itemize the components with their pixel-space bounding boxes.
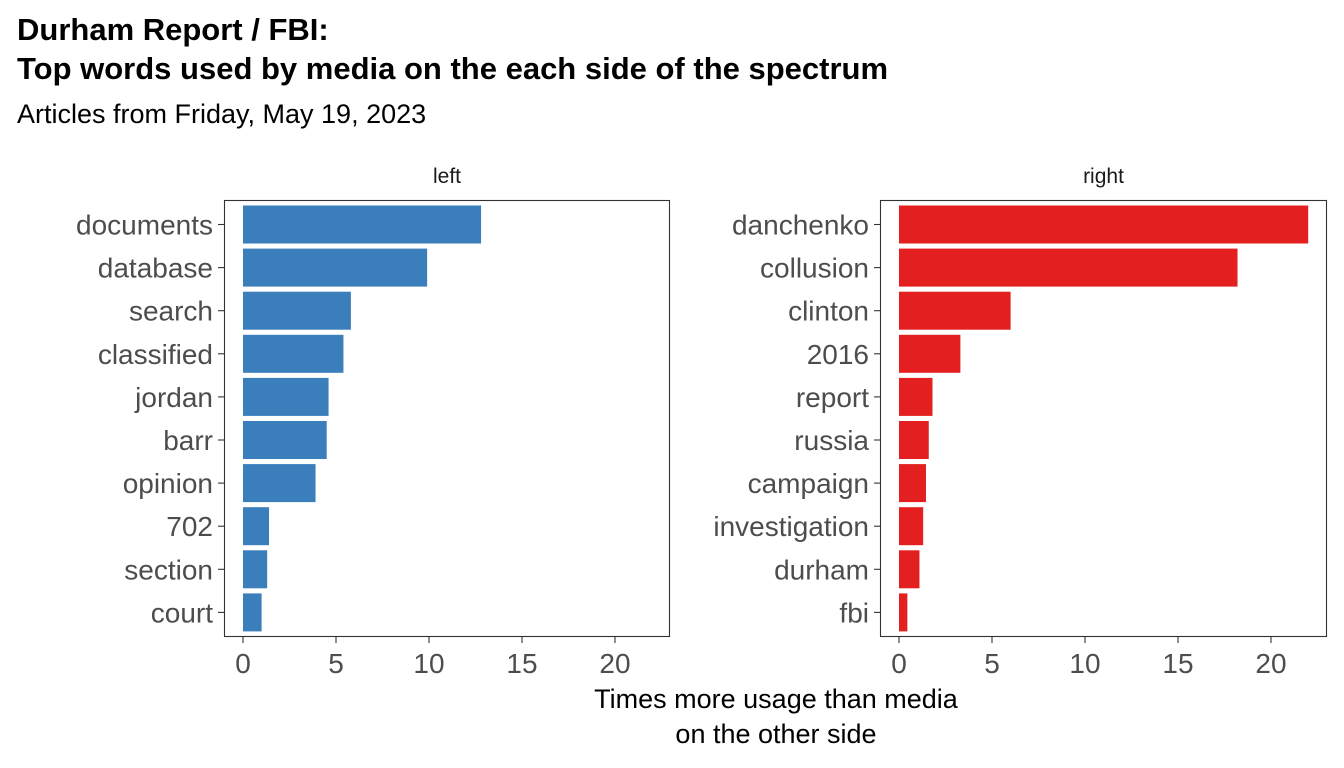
x-tick-label-right-0: 0 <box>891 648 907 679</box>
y-tick-label-left-court: court <box>151 597 213 628</box>
bar-right-fbi <box>899 593 908 632</box>
y-tick-label-right-russia: russia <box>794 425 869 456</box>
x-axis-label-line-2: on the other side <box>675 719 877 749</box>
bar-right-campaign <box>899 464 926 503</box>
facet-panel-left: left documents database search classified jor… <box>76 165 671 679</box>
bar-right-collusion <box>899 248 1238 287</box>
x-tick-label-left-0: 0 <box>235 648 251 679</box>
y-tick-label-right-2016: 2016 <box>807 339 869 370</box>
y-tick-label-right-collusion: collusion <box>760 253 869 284</box>
facet-label-right: right <box>1083 165 1124 188</box>
x-tick-label-left-20: 20 <box>599 648 630 679</box>
x-axis-label-line-1: Times more usage than media <box>594 684 958 714</box>
bar-right-danchenko <box>899 205 1309 244</box>
y-tick-label-left-search: search <box>129 296 213 327</box>
bar-left-jordan <box>243 377 329 416</box>
bar-left-702 <box>243 507 270 546</box>
bar-left-documents <box>243 205 482 244</box>
bar-left-court <box>243 593 262 632</box>
bar-left-section <box>243 550 268 589</box>
bar-right-clinton <box>899 291 1011 330</box>
y-tick-label-left-section: section <box>124 554 213 585</box>
bar-left-opinion <box>243 464 316 503</box>
y-tick-label-right-report: report <box>796 382 869 413</box>
y-tick-label-left-702: 702 <box>166 511 213 542</box>
y-tick-label-right-fbi: fbi <box>839 597 869 628</box>
bar-left-barr <box>243 421 327 459</box>
bar-right-2016 <box>899 334 961 373</box>
x-tick-label-right-15: 15 <box>1162 648 1193 679</box>
facet-label-left: left <box>433 165 461 188</box>
y-tick-label-left-opinion: opinion <box>123 468 213 499</box>
x-tick-label-left-5: 5 <box>328 648 344 679</box>
x-tick-label-right-10: 10 <box>1069 648 1100 679</box>
panel-border-left <box>223 199 671 638</box>
y-tick-label-right-durham: durham <box>774 554 869 585</box>
x-tick-label-left-10: 10 <box>413 648 444 679</box>
bar-right-russia <box>899 421 929 459</box>
x-tick-label-right-5: 5 <box>984 648 1000 679</box>
bar-left-search <box>243 291 351 330</box>
y-tick-label-left-barr: barr <box>163 425 213 456</box>
y-tick-label-left-classified: classified <box>98 339 213 370</box>
bar-right-report <box>899 377 933 416</box>
bar-left-classified <box>243 334 344 373</box>
chart-title-line-1: Durham Report / FBI: <box>17 12 329 47</box>
bar-right-investigation <box>899 507 924 546</box>
y-tick-label-right-investigation: investigation <box>713 511 869 542</box>
bar-right-durham <box>899 550 920 589</box>
y-tick-label-left-documents: documents <box>76 210 213 241</box>
y-tick-label-right-danchenko: danchenko <box>732 210 869 241</box>
bar-left-database <box>243 248 428 287</box>
chart-subtitle: Articles from Friday, May 19, 2023 <box>17 99 427 129</box>
y-tick-label-right-campaign: campaign <box>748 468 869 499</box>
y-tick-label-left-jordan: jordan <box>134 382 213 413</box>
panel-border-right <box>879 199 1328 638</box>
y-tick-label-right-clinton: clinton <box>788 296 869 327</box>
facet-panel-right: right danchenko collusion clinton 2016 report… <box>713 165 1328 679</box>
chart-title-line-2: Top words used by media on the each side… <box>17 51 889 86</box>
x-tick-label-left-15: 15 <box>506 648 537 679</box>
x-tick-label-right-20: 20 <box>1255 648 1286 679</box>
y-tick-label-left-database: database <box>98 253 213 284</box>
